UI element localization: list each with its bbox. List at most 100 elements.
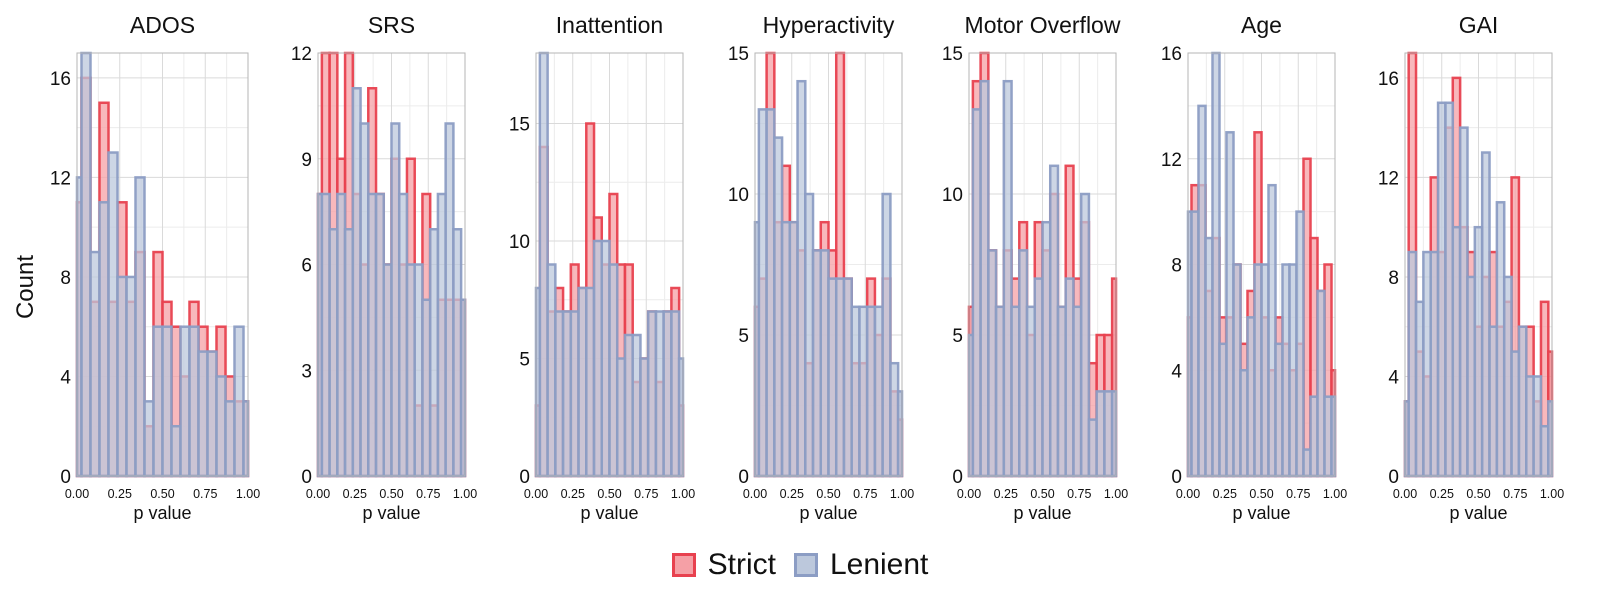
bar-lenient bbox=[89, 250, 101, 478]
bar-lenient bbox=[179, 325, 191, 478]
legend-swatch-strict bbox=[671, 553, 696, 577]
x-tick-label: 1.00 bbox=[671, 487, 695, 501]
panel-title: ADOS bbox=[130, 12, 195, 38]
bar-lenient bbox=[134, 176, 146, 478]
panel-6: 0 4 8 12 16 0.00 0.25 0.50 0.75 1.00 p value GAI bbox=[1378, 12, 1564, 523]
y-tick-label: 8 bbox=[60, 268, 71, 289]
panel-border bbox=[535, 52, 684, 477]
y-tick-label: 4 bbox=[1171, 361, 1182, 382]
panel-1: 0 3 6 9 12 0.00 0.25 0.50 0.75 1.00 p value SRS bbox=[291, 12, 477, 523]
x-tick-label: 0.50 bbox=[1466, 487, 1490, 501]
bar-lenient bbox=[170, 424, 182, 478]
x-axis-label: p value bbox=[362, 503, 420, 523]
bar-lenient bbox=[1547, 400, 1554, 478]
bar-lenient bbox=[677, 357, 685, 478]
x-tick-label: 0.75 bbox=[1067, 487, 1091, 501]
y-tick-label: 0 bbox=[519, 467, 530, 488]
legend: Strict Lenient bbox=[0, 548, 1600, 582]
x-tick-label: 0.25 bbox=[994, 487, 1018, 501]
y-tick-label: 0 bbox=[60, 467, 71, 488]
x-tick-label: 0.00 bbox=[65, 487, 89, 501]
x-tick-label: 0.75 bbox=[193, 487, 217, 501]
x-axis-label: p value bbox=[1449, 503, 1507, 523]
x-tick-label: 1.00 bbox=[1540, 487, 1564, 501]
panel-title: Age bbox=[1241, 12, 1282, 38]
x-tick-label: 0.25 bbox=[1430, 487, 1454, 501]
x-axis-label: p value bbox=[1232, 503, 1290, 523]
y-tick-label: 15 bbox=[509, 115, 530, 136]
panel-title: GAI bbox=[1459, 12, 1499, 38]
bar-lenient bbox=[206, 350, 218, 478]
bar-lenient bbox=[152, 325, 164, 478]
x-tick-label: 0.00 bbox=[1393, 487, 1417, 501]
panel-title: SRS bbox=[368, 12, 415, 38]
x-tick-label: 0.50 bbox=[816, 487, 840, 501]
panel-title: Hyperactivity bbox=[763, 12, 895, 38]
bar-lenient bbox=[1295, 210, 1305, 478]
bar-lenient bbox=[1330, 395, 1337, 478]
panel-border bbox=[1187, 52, 1336, 477]
panel-border bbox=[317, 52, 466, 477]
y-tick-label: 0 bbox=[952, 467, 963, 488]
panel-border bbox=[76, 52, 249, 477]
y-tick-label: 5 bbox=[519, 350, 530, 371]
bar-lenient bbox=[188, 325, 200, 478]
x-tick-label: 0.75 bbox=[1503, 487, 1527, 501]
panel-3: 0 5 10 15 0.00 0.25 0.50 0.75 1.00 p value Hyperac… bbox=[728, 12, 914, 523]
x-tick-label: 0.25 bbox=[561, 487, 585, 501]
y-tick-label: 3 bbox=[301, 361, 312, 382]
x-tick-label: 0.50 bbox=[1030, 487, 1054, 501]
x-axis-label: p value bbox=[799, 503, 857, 523]
bar-lenient bbox=[233, 325, 245, 478]
bar-lenient bbox=[143, 400, 155, 478]
y-tick-label: 16 bbox=[1378, 69, 1399, 90]
bar-lenient bbox=[1110, 390, 1118, 478]
panel-title: Motor Overflow bbox=[965, 12, 1121, 38]
x-tick-label: 0.50 bbox=[1249, 487, 1273, 501]
y-tick-label: 12 bbox=[1378, 168, 1399, 189]
y-tick-label: 10 bbox=[509, 232, 530, 253]
y-tick-label: 10 bbox=[942, 185, 963, 206]
panel-title: Inattention bbox=[556, 12, 663, 38]
y-tick-label: 0 bbox=[1388, 467, 1399, 488]
panel-0: 0 4 8 12 16 0.00 0.25 0.50 0.75 1.00 p value ADOS bbox=[50, 12, 260, 523]
x-tick-label: 0.00 bbox=[743, 487, 767, 501]
bar-lenient bbox=[116, 275, 128, 478]
x-tick-label: 1.00 bbox=[453, 487, 477, 501]
x-tick-label: 0.25 bbox=[1213, 487, 1237, 501]
y-tick-label: 12 bbox=[291, 44, 312, 65]
x-tick-label: 1.00 bbox=[236, 487, 260, 501]
y-tick-label: 16 bbox=[1161, 44, 1182, 65]
y-tick-label: 5 bbox=[952, 326, 963, 347]
x-tick-label: 0.50 bbox=[379, 487, 403, 501]
x-tick-label: 0.00 bbox=[957, 487, 981, 501]
legend-label-lenient: Lenient bbox=[829, 548, 929, 581]
x-tick-label: 1.00 bbox=[1104, 487, 1128, 501]
x-tick-label: 0.00 bbox=[306, 487, 330, 501]
x-tick-label: 0.75 bbox=[1286, 487, 1310, 501]
y-tick-label: 0 bbox=[301, 467, 312, 488]
panel-5: 0 4 8 12 16 0.00 0.25 0.50 0.75 1.00 p value Age bbox=[1161, 12, 1347, 523]
x-tick-label: 0.75 bbox=[634, 487, 658, 501]
legend-label-strict: Strict bbox=[707, 548, 776, 581]
legend-swatch-lenient bbox=[793, 553, 818, 577]
y-tick-label: 9 bbox=[301, 150, 312, 171]
y-tick-label: 8 bbox=[1388, 268, 1399, 289]
bar-lenient bbox=[224, 400, 236, 478]
x-tick-label: 0.00 bbox=[1176, 487, 1200, 501]
panel-2: 0 5 10 15 0.00 0.25 0.50 0.75 1.00 p value Inatten… bbox=[509, 12, 695, 523]
y-tick-label: 8 bbox=[1171, 256, 1182, 277]
bar-lenient bbox=[459, 298, 467, 478]
panel-border bbox=[1404, 52, 1553, 477]
x-tick-label: 0.50 bbox=[597, 487, 621, 501]
x-tick-label: 0.00 bbox=[524, 487, 548, 501]
x-axis-label: p value bbox=[580, 503, 638, 523]
y-tick-label: 16 bbox=[50, 69, 71, 90]
x-tick-label: 0.25 bbox=[780, 487, 804, 501]
y-tick-label: 6 bbox=[301, 256, 312, 277]
x-tick-label: 1.00 bbox=[890, 487, 914, 501]
x-tick-label: 1.00 bbox=[1323, 487, 1347, 501]
y-tick-label: 15 bbox=[942, 44, 963, 65]
